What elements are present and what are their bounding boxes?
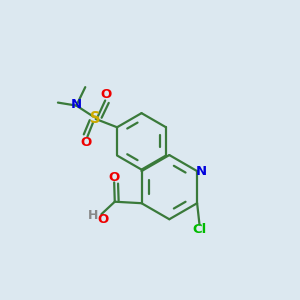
Text: O: O	[100, 88, 111, 101]
Text: O: O	[97, 213, 109, 226]
Text: N: N	[71, 98, 82, 112]
Text: Cl: Cl	[192, 224, 207, 236]
Text: O: O	[108, 170, 119, 184]
Text: O: O	[80, 136, 92, 149]
Text: S: S	[90, 111, 101, 126]
Text: H: H	[88, 209, 98, 222]
Text: N: N	[195, 165, 206, 178]
